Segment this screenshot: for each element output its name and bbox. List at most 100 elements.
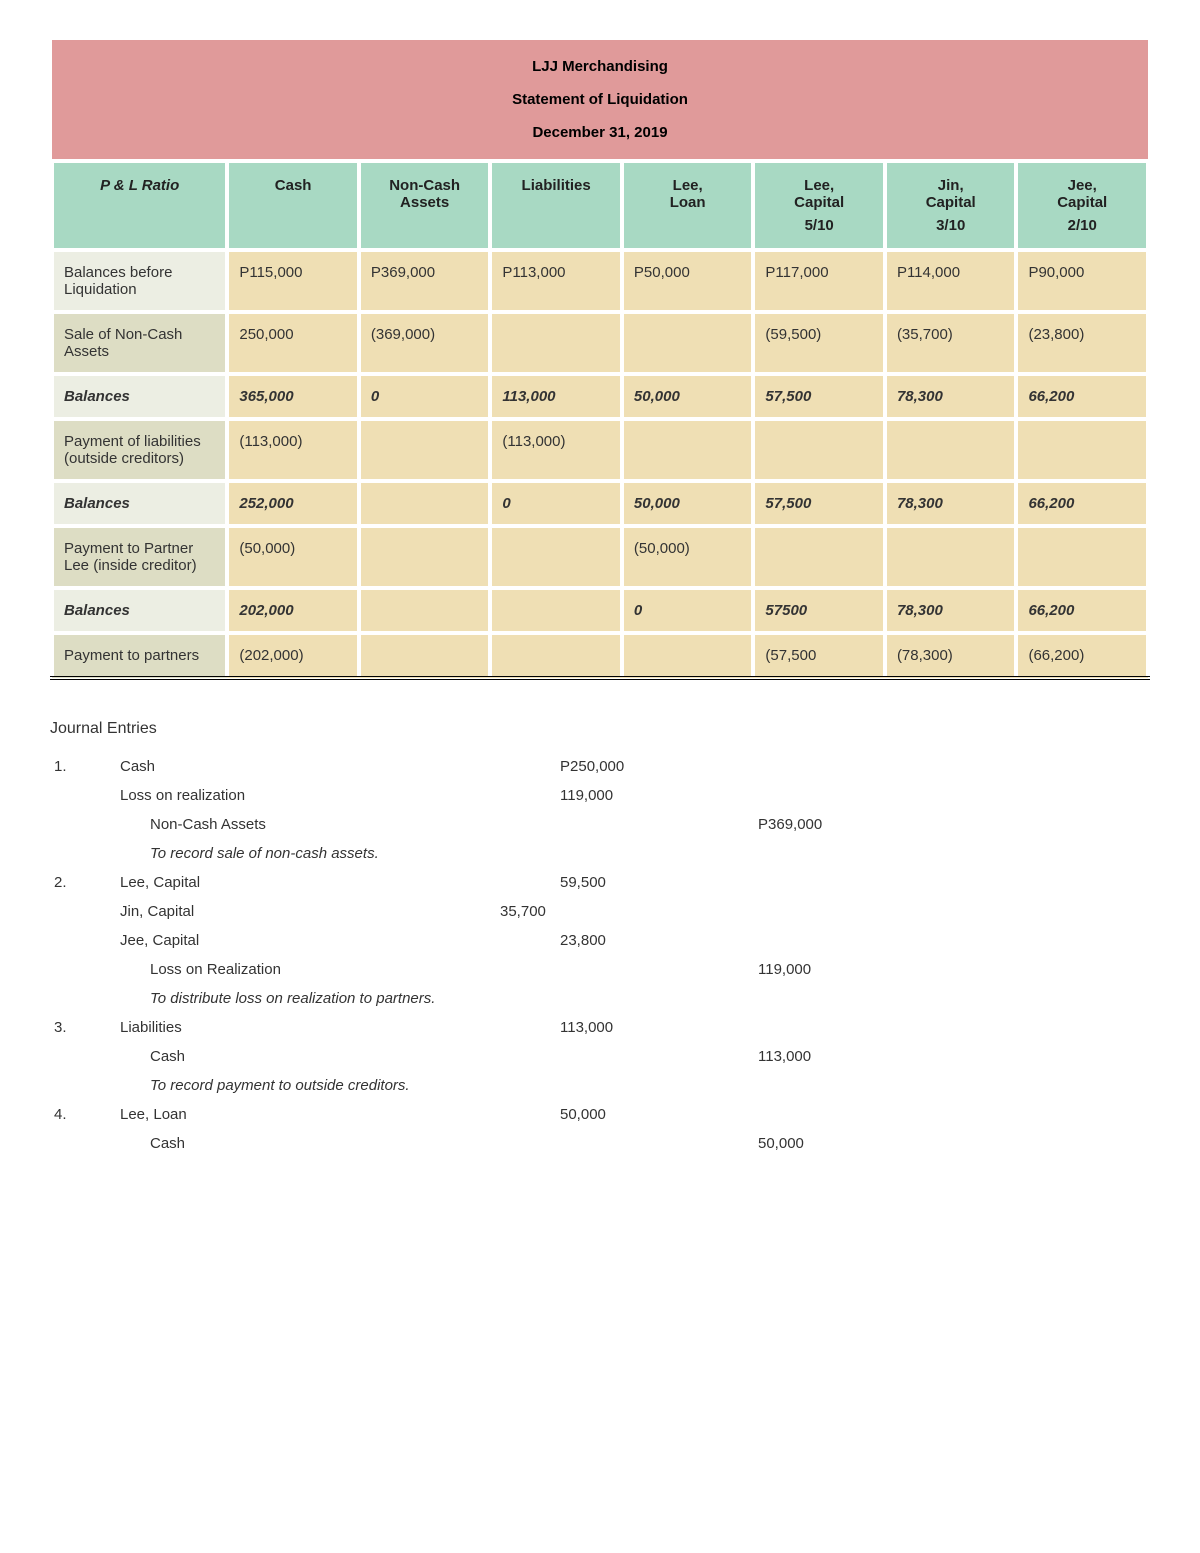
- journal-entry-number: [50, 955, 116, 984]
- journal-entry-number: [50, 781, 116, 810]
- journal-debit: [556, 839, 754, 868]
- journal-account: Lee, Loan: [116, 1100, 556, 1129]
- data-cell: 57,500: [753, 374, 885, 419]
- data-cell: [1016, 526, 1148, 588]
- journal-debit: [556, 1129, 754, 1158]
- journal-entry-number: 4.: [50, 1100, 116, 1129]
- journal-credit: [754, 839, 952, 868]
- journal-credit: [754, 1013, 952, 1042]
- journal-credit: 113,000: [754, 1042, 952, 1071]
- data-cell: (35,700): [885, 312, 1017, 374]
- data-cell: [885, 419, 1017, 481]
- data-cell: [885, 526, 1017, 588]
- journal-line: Non-Cash AssetsP369,000: [50, 810, 1150, 839]
- column-header: Lee,Loan: [622, 161, 754, 250]
- journal-account: Lee, Capital: [116, 868, 556, 897]
- data-cell: 57500: [753, 588, 885, 633]
- data-cell: [622, 633, 754, 678]
- journal-entry-number: [50, 984, 116, 1013]
- data-cell: (369,000): [359, 312, 491, 374]
- journal-entry-number: [50, 839, 116, 868]
- data-cell: P114,000: [885, 250, 1017, 312]
- data-cell: [622, 312, 754, 374]
- data-cell: [359, 588, 491, 633]
- row-label: Balances: [52, 588, 227, 633]
- journal-account: Cash: [116, 1042, 556, 1071]
- data-cell: [490, 312, 622, 374]
- journal-debit: [556, 1042, 754, 1071]
- data-cell: [490, 633, 622, 678]
- table-row: Balances252,000050,00057,50078,30066,200: [52, 481, 1148, 526]
- journal-entry-number: [50, 1071, 116, 1100]
- journal-line: 3.Liabilities113,000: [50, 1013, 1150, 1042]
- data-cell: (113,000): [490, 419, 622, 481]
- statement-date: December 31, 2019: [60, 124, 1140, 141]
- data-cell: (50,000): [622, 526, 754, 588]
- column-header: Jee,Capital2/10: [1016, 161, 1148, 250]
- column-header: Jin,Capital3/10: [885, 161, 1017, 250]
- journal-line: Jin, Capital35,700: [50, 897, 1150, 926]
- journal-debit: 35,700: [556, 897, 754, 926]
- data-cell: 202,000: [227, 588, 359, 633]
- column-header-row: P & L RatioCashNon-Cash AssetsLiabilitie…: [52, 161, 1148, 250]
- title-row: LJJ Merchandising: [52, 40, 1148, 83]
- journal-line: 4.Lee, Loan50,000: [50, 1100, 1150, 1129]
- column-header: Non-Cash Assets: [359, 161, 491, 250]
- column-header: P & L Ratio: [52, 161, 227, 250]
- data-cell: 66,200: [1016, 481, 1148, 526]
- row-label: Balances before Liquidation: [52, 250, 227, 312]
- data-cell: 66,200: [1016, 588, 1148, 633]
- data-cell: 78,300: [885, 374, 1017, 419]
- journal-debit: 23,800: [556, 926, 754, 955]
- data-cell: 78,300: [885, 481, 1017, 526]
- table-row: Sale of Non-Cash Assets250,000(369,000)(…: [52, 312, 1148, 374]
- data-cell: (66,200): [1016, 633, 1148, 678]
- journal-debit: [556, 955, 754, 984]
- data-cell: 50,000: [622, 374, 754, 419]
- data-cell: (57,500: [753, 633, 885, 678]
- column-header: Liabilities: [490, 161, 622, 250]
- data-cell: P115,000: [227, 250, 359, 312]
- row-label: Payment to partners: [52, 633, 227, 678]
- table-row: Payment to partners(202,000)(57,500(78,3…: [52, 633, 1148, 678]
- data-cell: 66,200: [1016, 374, 1148, 419]
- table-row: Payment to Partner Lee (inside creditor)…: [52, 526, 1148, 588]
- data-cell: 50,000: [622, 481, 754, 526]
- journal-debit: 113,000: [556, 1013, 754, 1042]
- data-cell: [1016, 419, 1148, 481]
- journal-account: Jin, Capital: [116, 897, 556, 926]
- journal-credit: [754, 984, 952, 1013]
- journal-line: Jee, Capital23,800: [50, 926, 1150, 955]
- journal-entry-number: [50, 1129, 116, 1158]
- journal-account: Loss on Realization: [116, 955, 556, 984]
- journal-description: To distribute loss on realization to par…: [116, 984, 556, 1013]
- data-cell: 252,000: [227, 481, 359, 526]
- table-row: Balances202,00005750078,30066,200: [52, 588, 1148, 633]
- journal-account: Non-Cash Assets: [116, 810, 556, 839]
- journal-line: 2.Lee, Capital59,500: [50, 868, 1150, 897]
- journal-credit: [754, 1100, 952, 1129]
- journal-entry-number: [50, 1042, 116, 1071]
- journal-credit: 119,000: [754, 955, 952, 984]
- journal-account: Cash: [116, 752, 556, 781]
- data-cell: (23,800): [1016, 312, 1148, 374]
- journal-line: To record sale of non-cash assets.: [50, 839, 1150, 868]
- journal-credit: [754, 1071, 952, 1100]
- journal-line: Cash 50,000: [50, 1129, 1150, 1158]
- journal-account: Jee, Capital: [116, 926, 556, 955]
- journal-credit: [754, 897, 952, 926]
- journal-credit: 50,000: [754, 1129, 952, 1158]
- journal-entry-number: 3.: [50, 1013, 116, 1042]
- data-cell: (113,000): [227, 419, 359, 481]
- data-cell: (50,000): [227, 526, 359, 588]
- data-cell: P90,000: [1016, 250, 1148, 312]
- data-cell: 57,500: [753, 481, 885, 526]
- journal-debit: P250,000: [556, 752, 754, 781]
- data-cell: 250,000: [227, 312, 359, 374]
- journal-debit: [556, 984, 754, 1013]
- journal-entries-section: Journal Entries 1.CashP250,000Loss on re…: [50, 720, 1150, 1158]
- journal-description: To record sale of non-cash assets.: [116, 839, 556, 868]
- table-row: Payment of liabilities (outside creditor…: [52, 419, 1148, 481]
- journal-account: Cash: [116, 1129, 556, 1158]
- data-cell: [359, 526, 491, 588]
